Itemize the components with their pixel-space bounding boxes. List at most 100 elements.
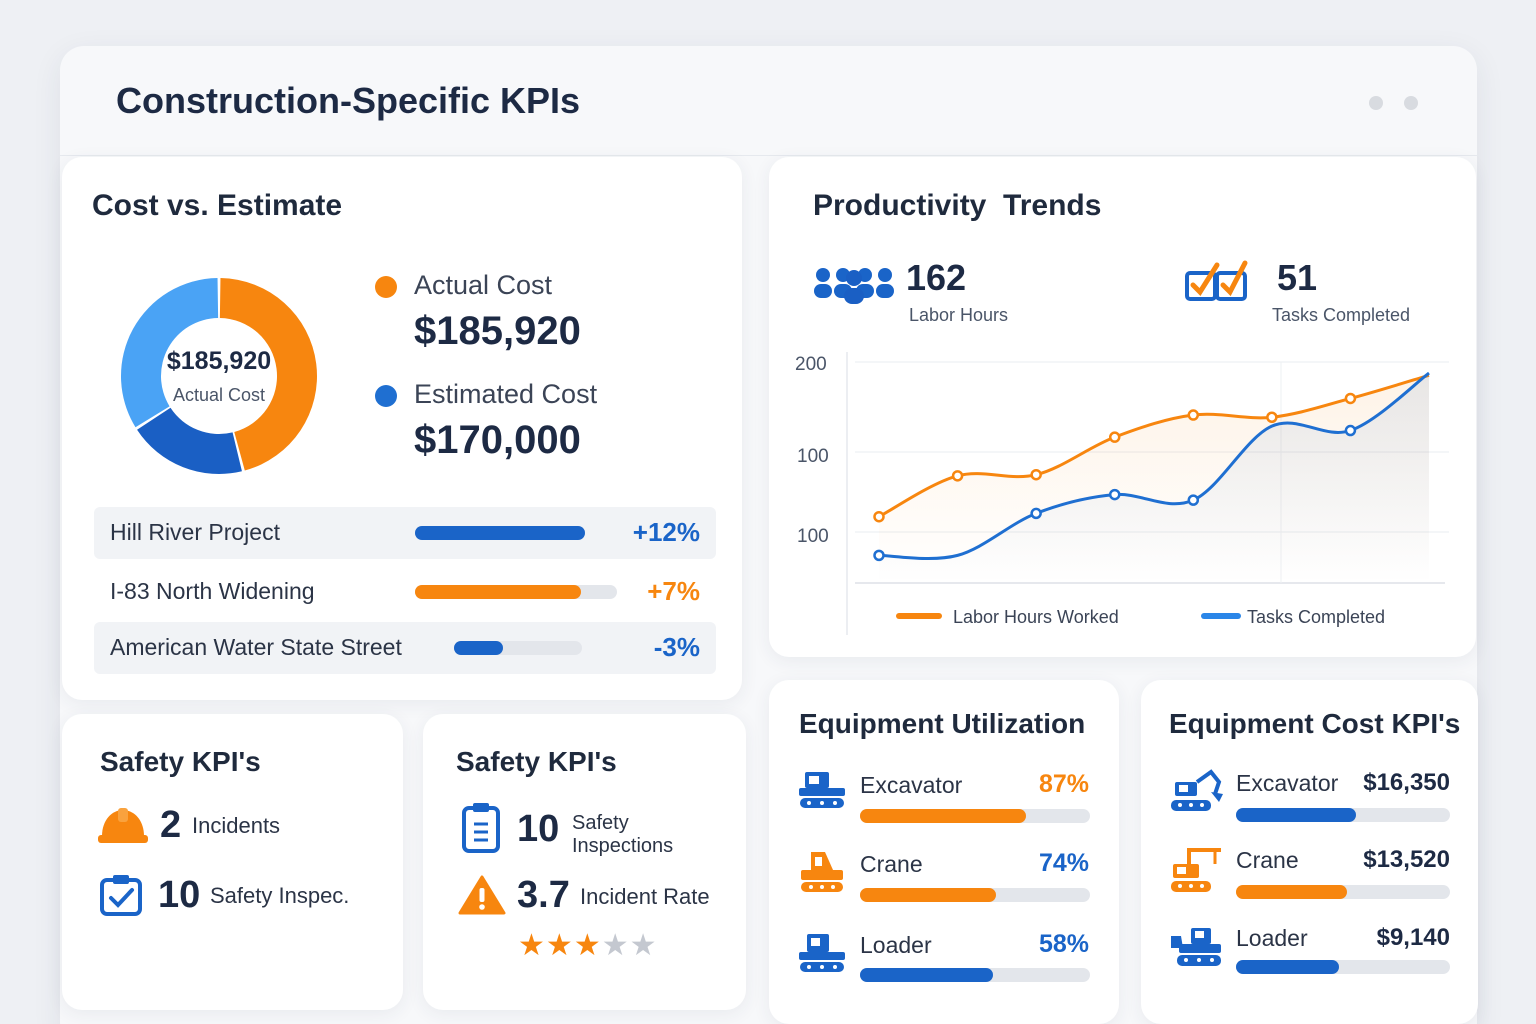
rating-stars: ★★★★★ xyxy=(518,928,658,963)
data-point[interactable] xyxy=(873,510,885,523)
incident-rate-value: 3.7 xyxy=(517,874,570,916)
equipment-cost-card: Equipment Cost KPI's Excavator $16,350 C… xyxy=(1141,680,1478,1024)
legend-swatch-labor xyxy=(896,613,942,619)
project-row[interactable]: Hill River Project +12% xyxy=(94,507,716,559)
estimated-cost-label: Estimated Cost xyxy=(414,379,598,409)
equipment-util-title: Equipment Utilization xyxy=(799,708,1086,739)
data-point[interactable] xyxy=(1030,507,1042,520)
data-point[interactable] xyxy=(951,470,964,482)
team-icon xyxy=(814,268,894,304)
estimated-cost-dot-icon xyxy=(375,385,397,407)
data-point[interactable] xyxy=(1344,424,1357,437)
inspections-value: 10 xyxy=(158,874,201,916)
donut-center-label: Actual Cost xyxy=(173,385,265,405)
window-dot-icon[interactable] xyxy=(1404,96,1418,110)
star-filled-icon: ★ xyxy=(545,929,574,962)
y-tick-label: 200 xyxy=(795,354,827,375)
donut-segment-estimated[interactable] xyxy=(121,278,219,428)
equipment-cost-bar-fill xyxy=(1236,808,1356,822)
data-point[interactable] xyxy=(1187,409,1200,421)
project-variance: -3% xyxy=(653,632,700,662)
actual-cost-value: $185,920 xyxy=(414,309,581,353)
y-tick-label: 100 xyxy=(797,446,829,467)
equipment-name: Excavator xyxy=(1236,770,1339,796)
clipboard-list-icon xyxy=(462,803,500,853)
window-dot-icon[interactable] xyxy=(1369,96,1383,110)
equipment-cost-bar xyxy=(1236,960,1450,974)
page-title: Construction-Specific KPIs xyxy=(116,80,581,121)
crane-icon xyxy=(801,852,843,892)
series-line-labor[interactable] xyxy=(878,373,1430,519)
donut-center-value: $185,920 xyxy=(167,347,271,375)
equipment-util-pct: 74% xyxy=(1038,849,1089,877)
data-point[interactable] xyxy=(1108,488,1121,501)
series-area xyxy=(879,373,1429,583)
incidents-label: Incidents xyxy=(192,813,281,838)
dashboard-header: Construction-Specific KPIs xyxy=(60,46,1477,156)
equipment-cost-value: $13,520 xyxy=(1363,846,1450,873)
project-variance: +12% xyxy=(632,517,700,547)
cost-title: Cost vs. Estimate xyxy=(92,189,343,222)
warning-icon xyxy=(458,875,506,915)
project-name: I-83 North Widening xyxy=(110,578,315,604)
excavator-icon xyxy=(1171,769,1223,811)
project-bar xyxy=(454,641,582,655)
data-point[interactable] xyxy=(1187,494,1200,506)
equipment-name: Excavator xyxy=(860,772,963,798)
equipment-name: Loader xyxy=(1236,925,1308,951)
data-point[interactable] xyxy=(1266,411,1278,423)
equipment-utilization-card: Equipment Utilization Excavator 87% Cran… xyxy=(769,680,1119,1024)
data-point[interactable] xyxy=(1030,468,1042,481)
series-line-tasks[interactable] xyxy=(878,371,1430,560)
loader-icon xyxy=(799,934,845,972)
safety-card-2: Safety KPI's 10 Safety Inspections 3.7 I… xyxy=(423,714,746,1010)
star-empty-icon: ★ xyxy=(601,929,630,962)
data-point[interactable] xyxy=(1344,392,1357,405)
data-point[interactable] xyxy=(873,549,885,562)
star-filled-icon: ★ xyxy=(518,929,546,962)
incident-rate-label: Incident Rate xyxy=(580,884,710,909)
donut-segment-dark[interactable] xyxy=(137,407,242,474)
project-bar-fill xyxy=(454,641,503,655)
cost-card: Cost vs. Estimate $185,920 Actual Cost A… xyxy=(62,157,742,700)
equipment-util-bar xyxy=(860,968,1090,982)
equipment-name: Loader xyxy=(860,932,932,958)
equipment-util-pct: 58% xyxy=(1038,930,1089,958)
star-empty-icon: ★ xyxy=(629,929,658,962)
equipment-cost-value: $16,350 xyxy=(1363,769,1450,796)
tasks-completed-value: 51 xyxy=(1277,257,1318,298)
inspections-label-line1: Safety xyxy=(572,812,629,834)
loader-icon xyxy=(1171,928,1221,966)
equipment-cost-title: Equipment Cost KPI's xyxy=(1169,708,1461,739)
crane-icon xyxy=(1171,848,1221,892)
legend-label-labor: Labor Hours Worked xyxy=(953,607,1119,627)
excavator-icon xyxy=(799,772,845,808)
equipment-name: Crane xyxy=(1236,847,1299,873)
incidents-value: 2 xyxy=(160,804,182,846)
project-row[interactable]: American Water State Street -3% xyxy=(94,622,716,674)
inspections-label-line2: Inspections xyxy=(572,835,674,857)
labor-hours-label: Labor Hours xyxy=(909,305,1009,325)
project-bar-fill xyxy=(415,585,581,599)
tasks-completed-label: Tasks Completed xyxy=(1272,305,1411,325)
equipment-cost-bar-fill xyxy=(1236,885,1348,899)
inspections-value-2: 10 xyxy=(517,808,560,850)
equipment-util-bar-fill xyxy=(860,968,994,982)
legend-label-tasks: Tasks Completed xyxy=(1247,607,1385,627)
safety-title-1: Safety KPI's xyxy=(100,746,261,777)
estimated-cost-value: $170,000 xyxy=(414,418,581,462)
donut-segment-actual[interactable] xyxy=(219,278,318,471)
clipboard-check-icon xyxy=(100,875,142,916)
safety-title-2: Safety KPI's xyxy=(456,746,617,777)
cost-donut-chart: $185,920 Actual Cost xyxy=(121,278,318,474)
equipment-cost-bar xyxy=(1236,808,1450,822)
project-name: Hill River Project xyxy=(110,519,280,545)
project-row[interactable]: I-83 North Widening +7% xyxy=(94,566,716,618)
equipment-cost-bar-fill xyxy=(1236,960,1339,974)
legend-swatch-tasks xyxy=(1201,613,1241,619)
star-filled-icon: ★ xyxy=(573,929,602,962)
data-point[interactable] xyxy=(1108,431,1121,443)
project-bar-fill xyxy=(415,526,585,540)
project-bar xyxy=(415,585,617,599)
equipment-util-bar-fill xyxy=(860,809,1026,823)
